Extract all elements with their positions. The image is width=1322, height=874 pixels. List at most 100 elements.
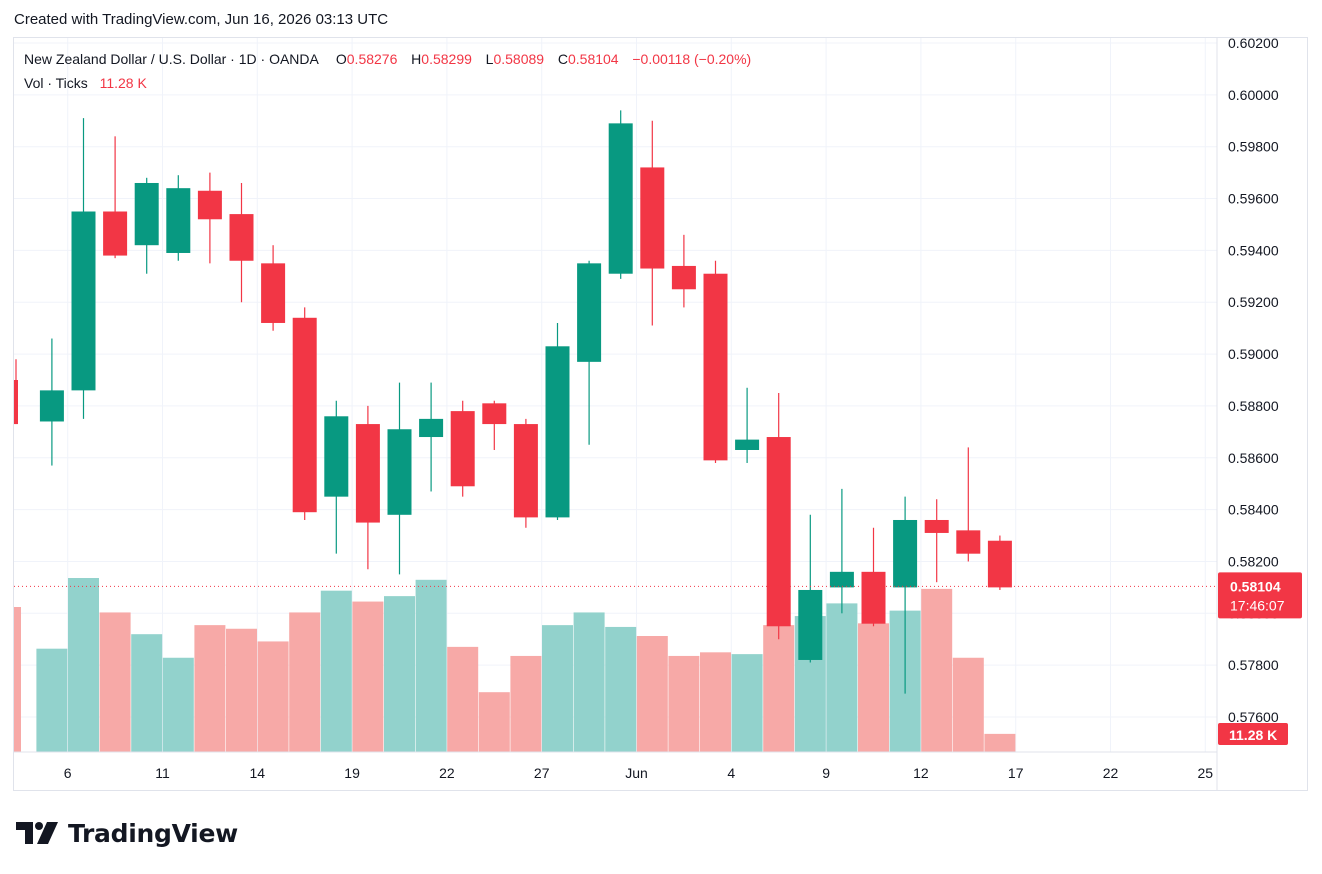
change-value: −0.00118 (−0.20%) xyxy=(632,51,752,67)
candle-body xyxy=(450,411,475,487)
candle-body xyxy=(893,519,918,588)
y-tick-label: 0.60000 xyxy=(1228,87,1279,103)
candle-body xyxy=(608,123,633,274)
candle-body xyxy=(798,589,823,660)
price-badge-value: 0.58104 xyxy=(1230,578,1281,594)
volume-bar xyxy=(447,646,479,752)
tradingview-logo-icon xyxy=(16,822,58,844)
volume-bar xyxy=(226,628,257,752)
candle-body xyxy=(577,263,602,362)
volume-bar xyxy=(99,612,131,752)
x-tick-label: 25 xyxy=(1198,765,1214,781)
volume-bar xyxy=(131,634,163,752)
ohlc-legend: New Zealand Dollar / U.S. Dollar · 1D · … xyxy=(24,51,751,67)
x-tick-label: 6 xyxy=(64,765,72,781)
x-tick-label: 22 xyxy=(439,765,455,781)
tradingview-logo-text: TradingView xyxy=(68,818,238,848)
x-tick-label: 22 xyxy=(1103,765,1119,781)
candle-body xyxy=(14,380,18,425)
volume-bar xyxy=(952,657,984,752)
candle-body xyxy=(387,429,412,515)
volume-bar xyxy=(858,623,889,752)
candle-body xyxy=(861,571,886,624)
volume-label: Vol · Ticks xyxy=(24,75,88,91)
volume-bar xyxy=(826,603,858,752)
tradingview-logo[interactable]: TradingView xyxy=(16,816,238,850)
candles xyxy=(14,110,1217,694)
y-tick-label: 0.58200 xyxy=(1228,553,1279,569)
volume-bar xyxy=(36,648,68,752)
candle-body xyxy=(229,214,254,261)
chart-caption: Created with TradingView.com, Jun 16, 20… xyxy=(14,11,389,28)
volume-bar xyxy=(984,733,1016,752)
volume-bar xyxy=(257,641,289,752)
x-tick-label: 17 xyxy=(1008,765,1024,781)
x-tick-label: Jun xyxy=(625,765,648,781)
y-tick-label: 0.59000 xyxy=(1228,346,1279,362)
volume-bars xyxy=(14,578,1016,752)
price-badge xyxy=(1218,572,1302,619)
volume-bar xyxy=(763,625,795,752)
volume-bar xyxy=(636,636,668,752)
chart-frame[interactable] xyxy=(13,37,1308,791)
candle-body xyxy=(513,424,538,518)
volume-bar xyxy=(668,655,700,752)
x-tick-label: 27 xyxy=(534,765,550,781)
volume-bar xyxy=(320,590,352,752)
x-tick-label: 12 xyxy=(913,765,929,781)
candle-body xyxy=(355,424,380,523)
candle-body xyxy=(766,437,791,627)
axes: 0.60200 0.60000 0.59800 0.59600 0.59400 0.592… xyxy=(14,35,1279,790)
high-label: H xyxy=(411,51,422,67)
candle-body xyxy=(261,263,286,323)
low-value: 0.58089 xyxy=(493,51,545,67)
y-tick-label: 0.59400 xyxy=(1228,242,1279,258)
candle-body xyxy=(292,317,317,513)
volume-bar xyxy=(510,655,542,752)
volume-bar xyxy=(68,578,99,752)
open-label: O xyxy=(335,51,347,67)
volume-bar xyxy=(415,579,447,752)
candle-body xyxy=(703,273,728,461)
symbol-title: New Zealand Dollar / U.S. Dollar · 1D · … xyxy=(24,51,319,67)
volume-badge xyxy=(1218,723,1288,745)
y-tick-label: 0.58800 xyxy=(1228,398,1279,414)
candle-body xyxy=(671,265,696,290)
candle-body xyxy=(640,167,665,269)
volume-bar xyxy=(605,626,637,752)
volume-bar xyxy=(921,588,953,752)
close-label: C xyxy=(557,51,568,67)
candle-body xyxy=(545,346,570,518)
candle-body xyxy=(166,188,191,253)
y-tick-label: 0.60200 xyxy=(1228,35,1279,51)
x-tick-label: 4 xyxy=(727,765,735,781)
volume-bar xyxy=(14,607,21,752)
volume-bar xyxy=(352,601,384,752)
y-tick-label: 0.59200 xyxy=(1228,294,1279,310)
candle-body xyxy=(419,418,444,438)
volume-bar xyxy=(731,654,763,752)
volume-legend: Vol · Ticks 11.28 K xyxy=(24,75,147,91)
candle-body xyxy=(956,530,981,554)
volume-bar xyxy=(162,657,194,752)
y-tick-label: 0.57800 xyxy=(1228,657,1279,673)
candle-body xyxy=(924,519,949,533)
y-tick-label: 0.58400 xyxy=(1228,502,1279,518)
volume-value: 11.28 K xyxy=(99,75,147,91)
y-tick-label: 0.57600 xyxy=(1228,709,1279,725)
candle-body xyxy=(324,416,349,497)
candle-body xyxy=(735,439,760,450)
volume-bar xyxy=(194,625,226,752)
candle-body xyxy=(134,182,159,246)
candle-body xyxy=(197,190,222,220)
candle-body xyxy=(987,540,1012,588)
x-tick-label: 14 xyxy=(250,765,266,781)
candle-body xyxy=(482,403,507,425)
volume-badge-value: 11.28 K xyxy=(1229,727,1277,743)
price-badges: 0.58104 17:46:07 11.28 K xyxy=(1218,572,1302,745)
grid-lines xyxy=(14,38,1217,752)
countdown-value: 17:46:07 xyxy=(1230,597,1285,613)
high-value: 0.58299 xyxy=(421,51,472,67)
candle-body xyxy=(39,390,64,422)
